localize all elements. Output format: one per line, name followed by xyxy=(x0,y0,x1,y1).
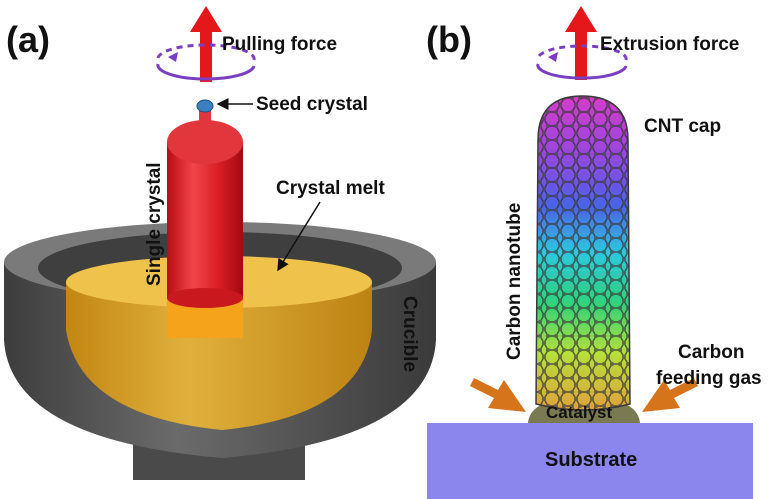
crystal-body xyxy=(167,142,243,298)
carbon-feeding-gas-label-line2: feeding gas xyxy=(656,368,762,389)
panel-a-label: (a) xyxy=(6,19,50,60)
crucible-label: Crucible xyxy=(399,296,420,372)
feed-arrow-right xyxy=(642,378,698,412)
single-crystal-label: Single crystal xyxy=(144,162,165,286)
carbon-nanotube xyxy=(535,95,631,411)
feed-arrow-left xyxy=(470,378,526,412)
carbon-feeding-gas-label-line1: Carbon xyxy=(678,342,745,363)
crystal-bottom-edge xyxy=(167,288,243,308)
rotation-arrow-b xyxy=(536,44,628,80)
substrate xyxy=(427,423,753,499)
pulling-force-label: Pulling force xyxy=(222,34,337,55)
crystal-top xyxy=(167,120,243,164)
nanotube-outline xyxy=(535,95,631,411)
extrusion-force-label: Extrusion force xyxy=(600,34,739,55)
carbon-nanotube-label: Carbon nanotube xyxy=(504,203,525,360)
single-crystal xyxy=(167,110,243,338)
seed-crystal-marker xyxy=(196,99,214,113)
panel-b: (b) Extrusion force CNT cap Carbon nanot… xyxy=(426,6,762,499)
crystal-neck xyxy=(199,110,211,134)
seed-crystal-label: Seed crystal xyxy=(256,94,368,115)
melt-body xyxy=(66,282,372,430)
crystal-melt-pointer xyxy=(277,201,321,272)
panel-a: (a) xyxy=(4,6,436,480)
crystal-melt-label: Crystal melt xyxy=(276,178,385,199)
substrate-label: Substrate xyxy=(545,449,637,471)
nanotube-lattice xyxy=(536,96,630,410)
catalyst-label: Catalyst xyxy=(546,403,612,422)
rotation-arrow-a xyxy=(156,43,256,81)
extrusion-force-arrow xyxy=(565,6,597,80)
pulling-force-arrow xyxy=(190,6,222,82)
cnt-cap-label: CNT cap xyxy=(644,116,721,137)
panel-b-label: (b) xyxy=(426,19,472,60)
